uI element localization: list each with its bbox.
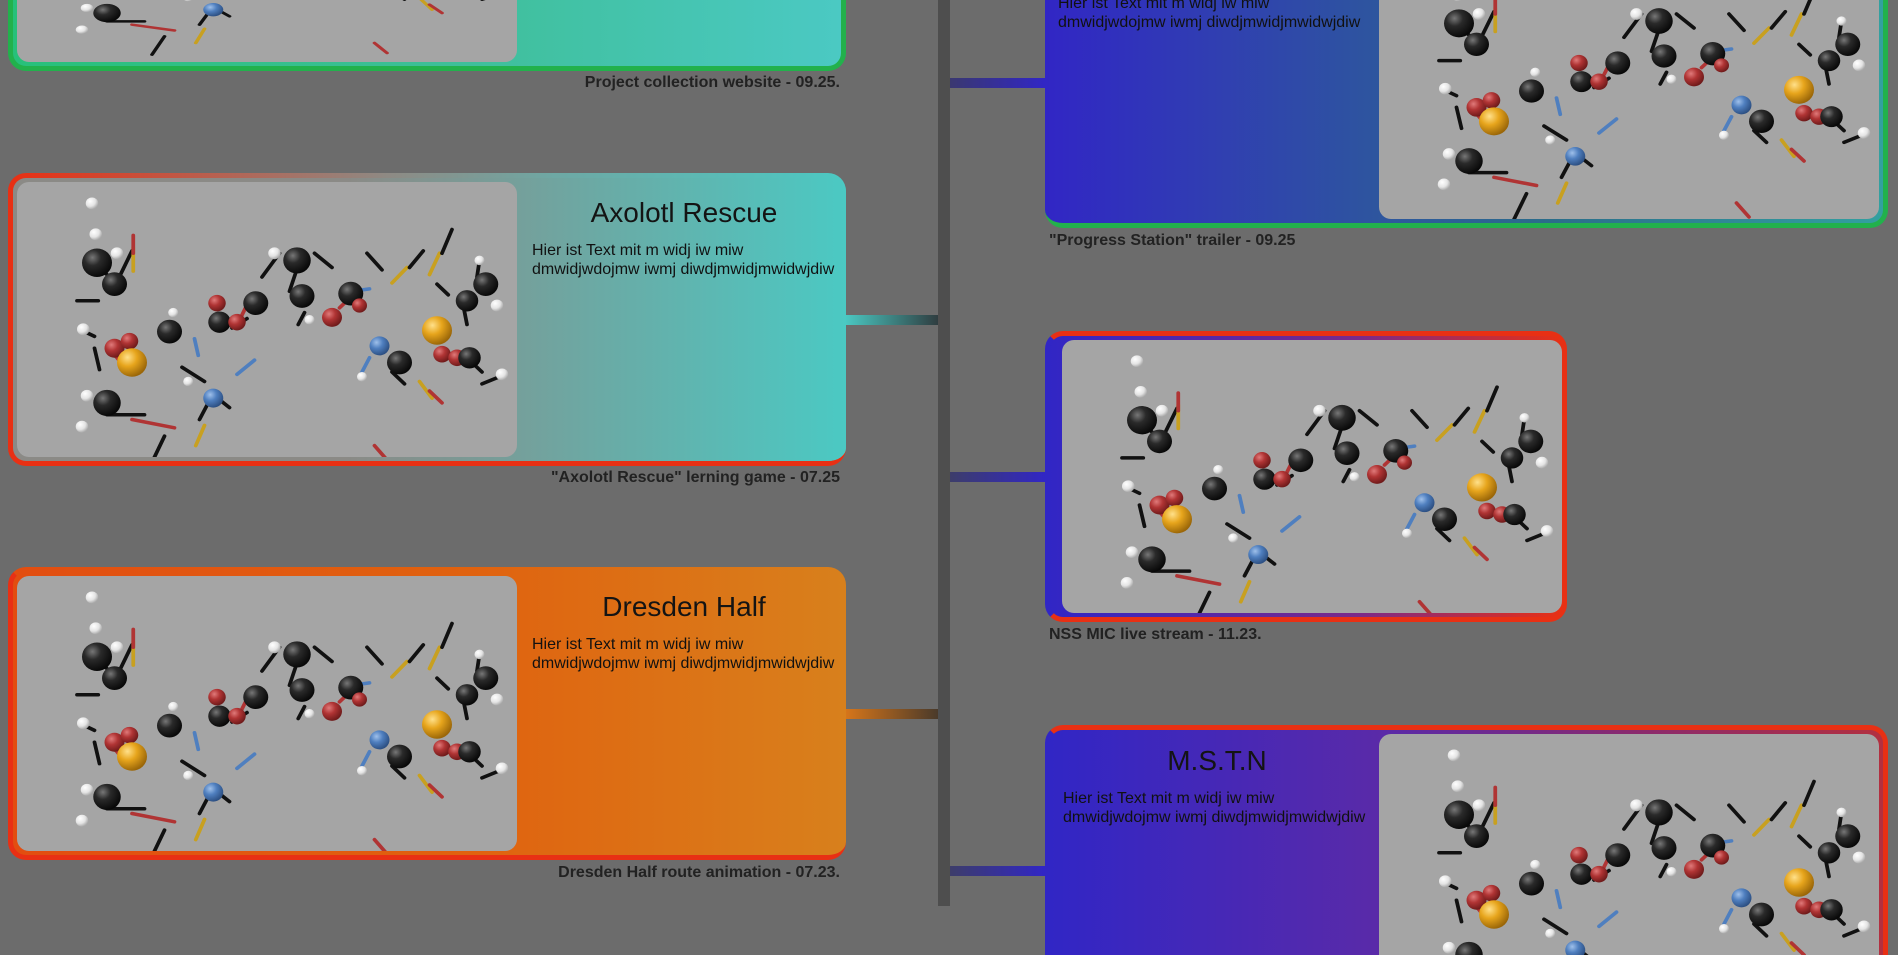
project-description: Hier ist Text mit m widj iw miw dmwidjwd… (1063, 789, 1366, 826)
project-card-mstn[interactable]: M.S.T.N Hier ist Text mit m widj iw miw … (1045, 725, 1888, 955)
project-card-axolotl-rescue[interactable]: Axolotl Rescue Hier ist Text mit m widj … (8, 173, 846, 466)
project-thumbnail (17, 182, 517, 457)
connector-dresden (845, 709, 938, 719)
molecule-illustration-icon (1435, 747, 1873, 955)
project-caption: "Progress Station" trailer - 09.25 (1049, 232, 1296, 249)
project-title: Dresden Half (602, 591, 766, 622)
project-caption: Dresden Half route animation - 07.23. (558, 864, 840, 881)
molecule-illustration-icon (73, 589, 511, 851)
connector-nss (950, 472, 1045, 482)
project-caption: "Axolotl Rescue" lerning game - 07.25 (550, 469, 840, 486)
project-card-progress-station[interactable]: Hier ist Text mit m widj iw miw dmwidjwd… (1045, 0, 1888, 228)
project-thumbnail (1379, 734, 1879, 955)
project-caption: NSS MIC live stream - 11.23. (1049, 626, 1262, 643)
molecule-illustration-icon (73, 195, 511, 457)
project-card-nss-mic[interactable] (1045, 331, 1567, 622)
molecule-illustration-icon (1118, 353, 1556, 613)
project-title: M.S.T.N (1167, 745, 1267, 776)
project-card-collection[interactable] (8, 0, 846, 71)
project-description: Hier ist Text mit m widj iw miw dmwidjwd… (532, 635, 835, 672)
connector-progress (950, 78, 1045, 88)
connector-mstn (950, 866, 1045, 876)
project-card-dresden-half[interactable]: Dresden Half Hier ist Text mit m widj iw… (8, 567, 846, 860)
molecule-illustration-icon (73, 0, 511, 57)
molecule-illustration-icon (1435, 0, 1873, 219)
project-caption: Project collection website - 09.25. (584, 74, 840, 91)
timeline-spine (938, 0, 950, 906)
project-thumbnail (1379, 0, 1879, 219)
project-description: Hier ist Text mit m widj iw miw dmwidjwd… (1058, 0, 1361, 31)
project-thumbnail (17, 576, 517, 851)
project-thumbnail (1062, 340, 1562, 613)
connector-axolotl (845, 315, 938, 325)
project-title: Axolotl Rescue (590, 197, 778, 228)
project-description: Hier ist Text mit m widj iw miw dmwidjwd… (532, 241, 835, 278)
project-thumbnail (17, 0, 517, 62)
